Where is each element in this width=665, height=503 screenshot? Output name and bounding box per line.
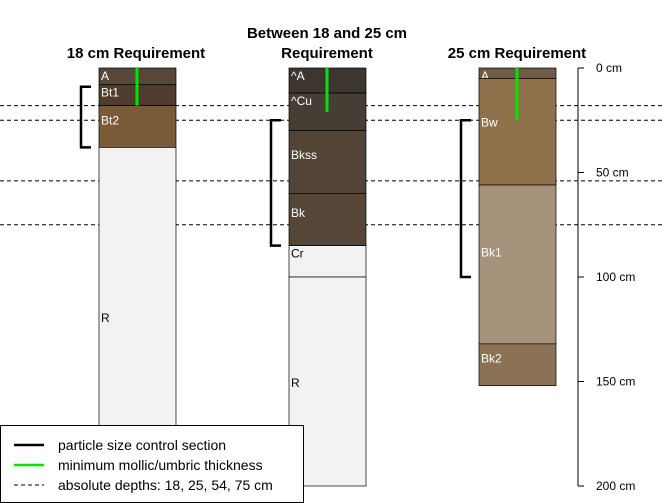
depth-tick-label: 150 cm bbox=[596, 375, 635, 389]
depth-tick-label: 100 cm bbox=[596, 270, 635, 284]
horizon-label: Bw bbox=[481, 115, 498, 129]
horizon-cr bbox=[288, 245, 367, 278]
profile-title: Between 18 and 25 cm bbox=[247, 25, 407, 42]
profile-1: 18 cm Requirement A Bt1 Bt2 R bbox=[67, 45, 205, 487]
profile-title: 18 cm Requirement bbox=[67, 45, 205, 62]
control-section-bracket bbox=[269, 119, 281, 247]
horizon-label: Bk bbox=[291, 206, 306, 220]
horizon-label: Bt2 bbox=[101, 113, 119, 127]
horizon-bk2 bbox=[478, 343, 557, 387]
profile-2: Between 18 and 25 cm Requirement ^A ^Cu Bkss… bbox=[247, 25, 407, 487]
horizon-label: Bkss bbox=[291, 148, 317, 162]
horizon-label: Bk1 bbox=[481, 246, 502, 260]
horizon-label: Bk2 bbox=[481, 352, 502, 366]
depth-axis: 0 cm 50 cm 100 cm 150 cm 200 cm bbox=[577, 61, 635, 493]
horizon-bk1 bbox=[478, 184, 557, 345]
horizon-label: R bbox=[291, 376, 300, 390]
horizon-label: R bbox=[101, 311, 110, 325]
legend-box bbox=[0, 425, 304, 503]
horizon-label: Bt1 bbox=[101, 86, 119, 100]
legend-label: minimum mollic/umbric thickness bbox=[58, 457, 263, 473]
legend-label: absolute depths: 18, 25, 54, 75 cm bbox=[58, 477, 273, 493]
depth-tick-label: 50 cm bbox=[596, 166, 629, 180]
profile-title: Requirement bbox=[281, 45, 373, 62]
horizon-label: A bbox=[481, 69, 489, 83]
control-section-bracket bbox=[459, 119, 471, 279]
horizon-label: ^Cu bbox=[291, 94, 312, 108]
depth-tick-label: 200 cm bbox=[596, 479, 635, 493]
control-section-bracket bbox=[79, 85, 91, 149]
profile-3: 25 cm Requirement A Bw Bk1 Bk2 bbox=[448, 45, 586, 387]
horizon-label: ^A bbox=[291, 69, 305, 83]
horizon-bkss bbox=[288, 130, 367, 194]
horizon-bk bbox=[288, 193, 367, 246]
legend-label: particle size control section bbox=[58, 437, 226, 453]
depth-tick-label: 0 cm bbox=[596, 61, 622, 75]
legend: particle size control section minimum mol… bbox=[0, 425, 304, 503]
horizon-label: Cr bbox=[291, 247, 304, 261]
profile-title: 25 cm Requirement bbox=[448, 45, 586, 62]
horizon-label: A bbox=[101, 69, 109, 83]
